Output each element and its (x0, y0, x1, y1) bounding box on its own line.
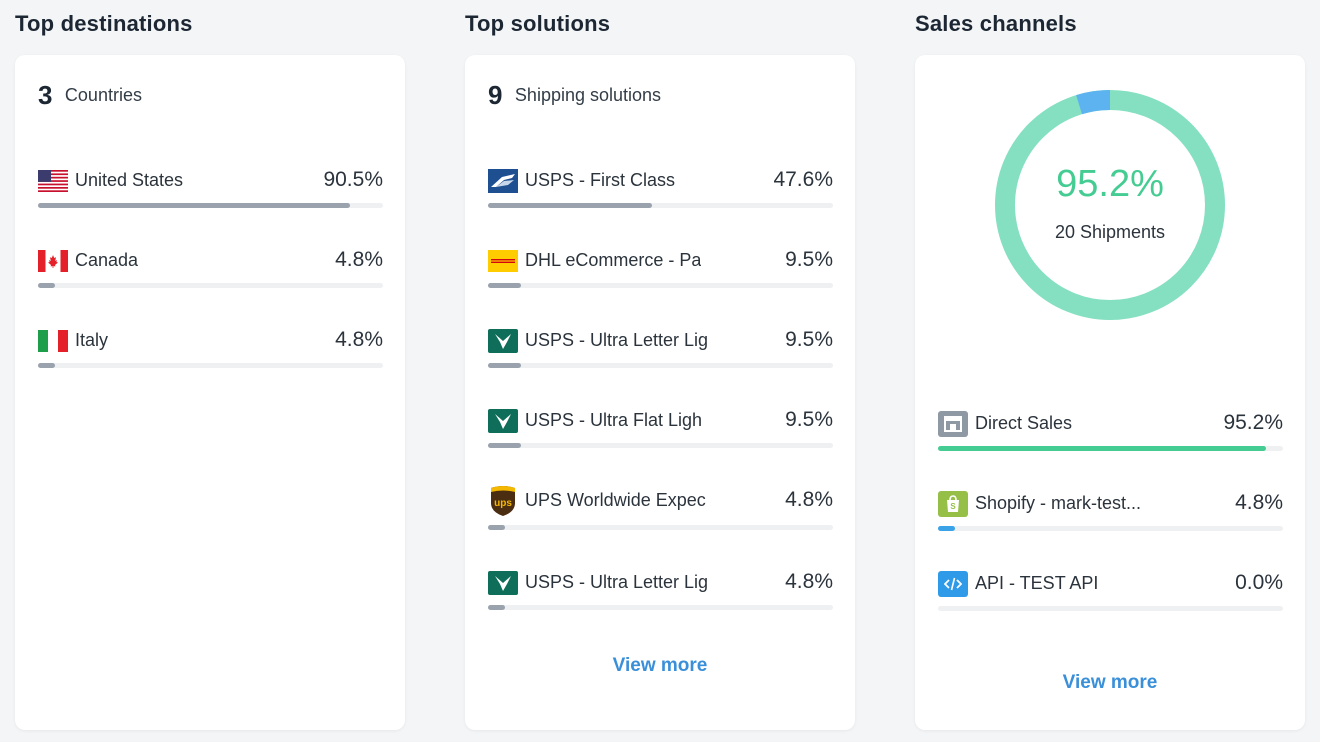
solution-pct: 4.8% (785, 570, 833, 593)
channels-title: Sales channels (915, 11, 1077, 36)
solution-row[interactable]: USPS - Ultra Letter Lig 4.8% (488, 570, 833, 620)
canada-flag-icon (38, 248, 68, 274)
channel-pct: 95.2% (1223, 411, 1283, 434)
channel-row[interactable]: S Shopify - mark-test... 4.8% (938, 491, 1283, 541)
solution-row[interactable]: DHL eCommerce - Pa 9.5% (488, 248, 833, 298)
solution-pct: 47.6% (773, 168, 833, 191)
solution-bar (488, 203, 833, 208)
destination-row[interactable]: Canada 4.8% (38, 248, 383, 298)
channel-row[interactable]: API - TEST API 0.0% (938, 571, 1283, 621)
code-icon (938, 571, 968, 597)
dhl-logo-icon (488, 248, 518, 274)
bird-logo-icon (488, 570, 518, 596)
destination-bar-fill (38, 363, 55, 368)
svg-text:ups: ups (494, 498, 512, 509)
solution-bar (488, 363, 833, 368)
destination-name: Canada (75, 250, 139, 270)
solution-bar (488, 525, 833, 530)
channel-name: Direct Sales (975, 413, 1073, 433)
solution-bar-fill (488, 203, 653, 208)
solutions-count: 9 (488, 80, 503, 110)
solution-name: UPS Worldwide Expec (525, 490, 706, 510)
donut-center: 95.2% 20 Shipments (995, 90, 1225, 320)
channel-name: API - TEST API (975, 573, 1099, 593)
solutions-view-more-link[interactable]: View more (612, 655, 708, 676)
us-flag-icon (38, 168, 68, 194)
channel-pct: 0.0% (1235, 571, 1283, 594)
channel-bar (938, 606, 1283, 611)
solution-bar-fill (488, 443, 521, 448)
solution-row[interactable]: USPS - Ultra Flat Ligh 9.5% (488, 408, 833, 458)
solutions-label: Shipping solutions (514, 85, 662, 105)
bird-logo-icon (488, 328, 518, 354)
solution-name: USPS - Ultra Flat Ligh (525, 410, 703, 430)
italy-flag-icon (38, 328, 68, 354)
solution-pct: 9.5% (785, 328, 833, 351)
solution-pct: 9.5% (785, 248, 833, 271)
destination-bar-fill (38, 283, 55, 288)
channel-pct: 4.8% (1235, 491, 1283, 514)
destination-pct: 4.8% (335, 328, 383, 351)
channels-view-more-link[interactable]: View more (1062, 672, 1158, 693)
solutions-summary: 9 Shipping solutions (488, 80, 661, 111)
destination-row[interactable]: Italy 4.8% (38, 328, 383, 378)
destination-row[interactable]: United States 90.5% (38, 168, 383, 218)
destination-pct: 4.8% (335, 248, 383, 271)
destinations-summary: 3 Countries (38, 80, 142, 111)
shopify-bag-icon: S (938, 491, 968, 517)
channel-bar-fill (938, 526, 955, 531)
destination-bar (38, 363, 383, 368)
bird-logo-icon (488, 408, 518, 434)
solution-name: USPS - First Class (525, 170, 676, 190)
solution-pct: 9.5% (785, 408, 833, 431)
donut-percent: 95.2% (1056, 163, 1164, 205)
channels-donut-chart: 95.2% 20 Shipments (995, 90, 1225, 320)
solution-row[interactable]: ups UPS Worldwide Expec 4.8% (488, 486, 833, 538)
solution-bar (488, 283, 833, 288)
countries-label: Countries (64, 85, 142, 105)
solution-bar (488, 443, 833, 448)
channels-card: 95.2% 20 Shipments Direct Sales 95.2% S (915, 55, 1305, 730)
destinations-card: 3 Countries United States 90.5% (15, 55, 405, 730)
donut-shipments: 20 Shipments (995, 222, 1225, 243)
channel-bar (938, 446, 1283, 451)
solutions-title: Top solutions (465, 11, 611, 36)
channel-name: Shopify - mark-test... (975, 493, 1142, 513)
shipments-count: 20 (1054, 222, 1075, 242)
destination-pct: 90.5% (323, 168, 383, 191)
solution-name: USPS - Ultra Letter Lig (525, 572, 709, 592)
destination-bar-fill (38, 203, 351, 208)
solution-name: DHL eCommerce - Pa (525, 250, 702, 270)
solution-pct: 4.8% (785, 488, 833, 511)
usps-eagle-icon (488, 168, 518, 194)
channel-bar (938, 526, 1283, 531)
solution-row[interactable]: USPS - Ultra Letter Lig 9.5% (488, 328, 833, 378)
destination-name: Italy (75, 330, 109, 350)
channel-bar-fill (938, 446, 1267, 451)
countries-count: 3 (38, 80, 53, 110)
ups-shield-icon: ups (488, 484, 518, 518)
solution-bar-fill (488, 283, 521, 288)
solution-name: USPS - Ultra Letter Lig (525, 330, 709, 350)
store-icon (938, 411, 968, 437)
solution-bar-fill (488, 605, 505, 610)
donut-secondary-arc (995, 90, 1225, 320)
solutions-card: 9 Shipping solutions USPS - First Class … (465, 55, 855, 730)
solution-bar-fill (488, 525, 505, 530)
solution-bar (488, 605, 833, 610)
destination-name: United States (75, 170, 184, 190)
destinations-title: Top destinations (15, 11, 193, 36)
solution-bar-fill (488, 363, 521, 368)
channel-row[interactable]: Direct Sales 95.2% (938, 411, 1283, 461)
destination-bar (38, 283, 383, 288)
svg-text:S: S (950, 502, 956, 511)
shipments-label: Shipments (1080, 222, 1166, 242)
solution-row[interactable]: USPS - First Class 47.6% (488, 168, 833, 218)
destination-bar (38, 203, 383, 208)
